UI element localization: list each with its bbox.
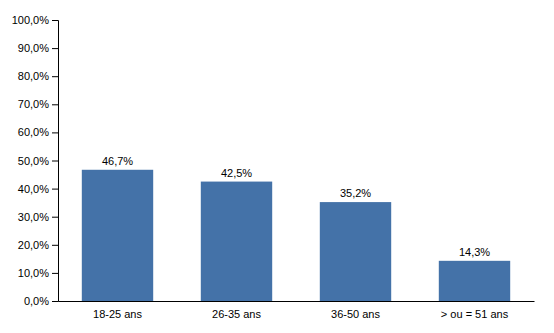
y-tick-label: 20,0% xyxy=(18,239,49,251)
y-tick-label: 100,0% xyxy=(12,14,50,26)
y-tick: 0,0% xyxy=(24,295,58,307)
x-tick: 18-25 ans xyxy=(93,308,142,320)
y-tick: 20,0% xyxy=(18,239,58,251)
y-tick: 90,0% xyxy=(18,42,58,54)
y-tick-label: 10,0% xyxy=(18,267,49,279)
y-tick: 80,0% xyxy=(18,70,58,82)
y-tick-label: 0,0% xyxy=(24,295,49,307)
y-tick-mark xyxy=(52,76,58,77)
y-tick: 10,0% xyxy=(18,267,58,279)
y-tick-label: 40,0% xyxy=(18,183,49,195)
y-tick-mark xyxy=(52,301,58,302)
y-tick-label: 70,0% xyxy=(18,98,49,110)
x-tick-label: > ou = 51 ans xyxy=(441,308,509,320)
data-label: 14,3% xyxy=(459,246,490,258)
y-tick-label: 50,0% xyxy=(18,155,49,167)
y-tick: 40,0% xyxy=(18,183,58,195)
y-tick: 30,0% xyxy=(18,211,58,223)
y-tick-label: 90,0% xyxy=(18,42,49,54)
y-tick: 70,0% xyxy=(18,98,58,110)
x-tick: > ou = 51 ans xyxy=(441,308,509,320)
y-tick-label: 30,0% xyxy=(18,211,49,223)
bar xyxy=(320,202,391,301)
y-tick-mark xyxy=(52,245,58,246)
y-tick-mark xyxy=(52,20,58,21)
chart: 0,0% 10,0% 20,0% 30,0% 40,0% 50,0% 60,0% 70,0% 8… xyxy=(0,0,554,333)
data-labels: 46,7% 42,5% 35,2% 14,3% xyxy=(102,155,490,258)
y-axis-line xyxy=(52,21,59,302)
x-tick-label: 36-50 ans xyxy=(331,308,380,320)
data-label: 46,7% xyxy=(102,155,133,167)
data-label: 42,5% xyxy=(221,167,252,179)
plot: 0,0% 10,0% 20,0% 30,0% 40,0% 50,0% 60,0% 70,0% 8… xyxy=(12,14,535,320)
y-tick: 50,0% xyxy=(18,155,58,167)
y-tick-mark xyxy=(52,132,58,133)
y-tick-label: 80,0% xyxy=(18,70,49,82)
bar xyxy=(82,170,153,301)
y-tick: 100,0% xyxy=(12,14,58,26)
y-tick-mark xyxy=(52,217,58,218)
bars xyxy=(82,170,510,301)
x-tick-label: 18-25 ans xyxy=(93,308,142,320)
x-tick: 36-50 ans xyxy=(331,308,380,320)
x-axis: 18-25 ans 26-35 ans 36-50 ans > ou = 51 ans xyxy=(59,302,535,320)
y-tick-mark xyxy=(52,48,58,49)
x-tick: 26-35 ans xyxy=(212,308,261,320)
y-tick: 60,0% xyxy=(18,126,58,138)
x-tick-label: 26-35 ans xyxy=(212,308,261,320)
bar xyxy=(201,182,272,301)
y-tick-mark xyxy=(52,161,58,162)
y-tick-mark xyxy=(52,189,58,190)
bar xyxy=(439,261,510,301)
y-axis: 0,0% 10,0% 20,0% 30,0% 40,0% 50,0% 60,0% 70,0% 8… xyxy=(12,14,59,307)
data-label: 35,2% xyxy=(340,187,371,199)
y-tick-mark xyxy=(52,273,58,274)
x-axis-line xyxy=(59,301,535,302)
y-tick-mark xyxy=(52,104,58,105)
y-tick-label: 60,0% xyxy=(18,126,49,138)
